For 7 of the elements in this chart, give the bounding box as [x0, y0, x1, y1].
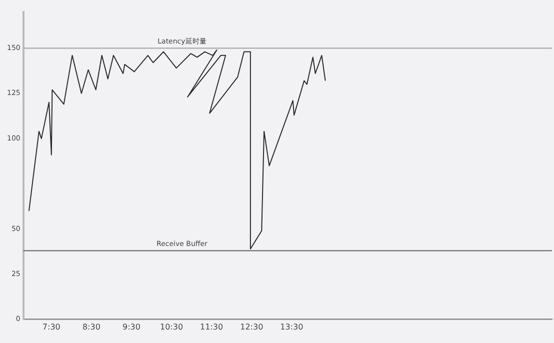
x-tick-label: 7:30 [42, 322, 60, 332]
x-tick-label: 11:30 [200, 322, 224, 332]
x-tick-label: 10:30 [160, 322, 184, 332]
x-tick-label: 9:30 [122, 322, 140, 332]
x-tick-label: 13:30 [280, 322, 304, 332]
x-tick-label: 8:30 [82, 322, 100, 332]
x-tick-label: 12:30 [240, 322, 264, 332]
